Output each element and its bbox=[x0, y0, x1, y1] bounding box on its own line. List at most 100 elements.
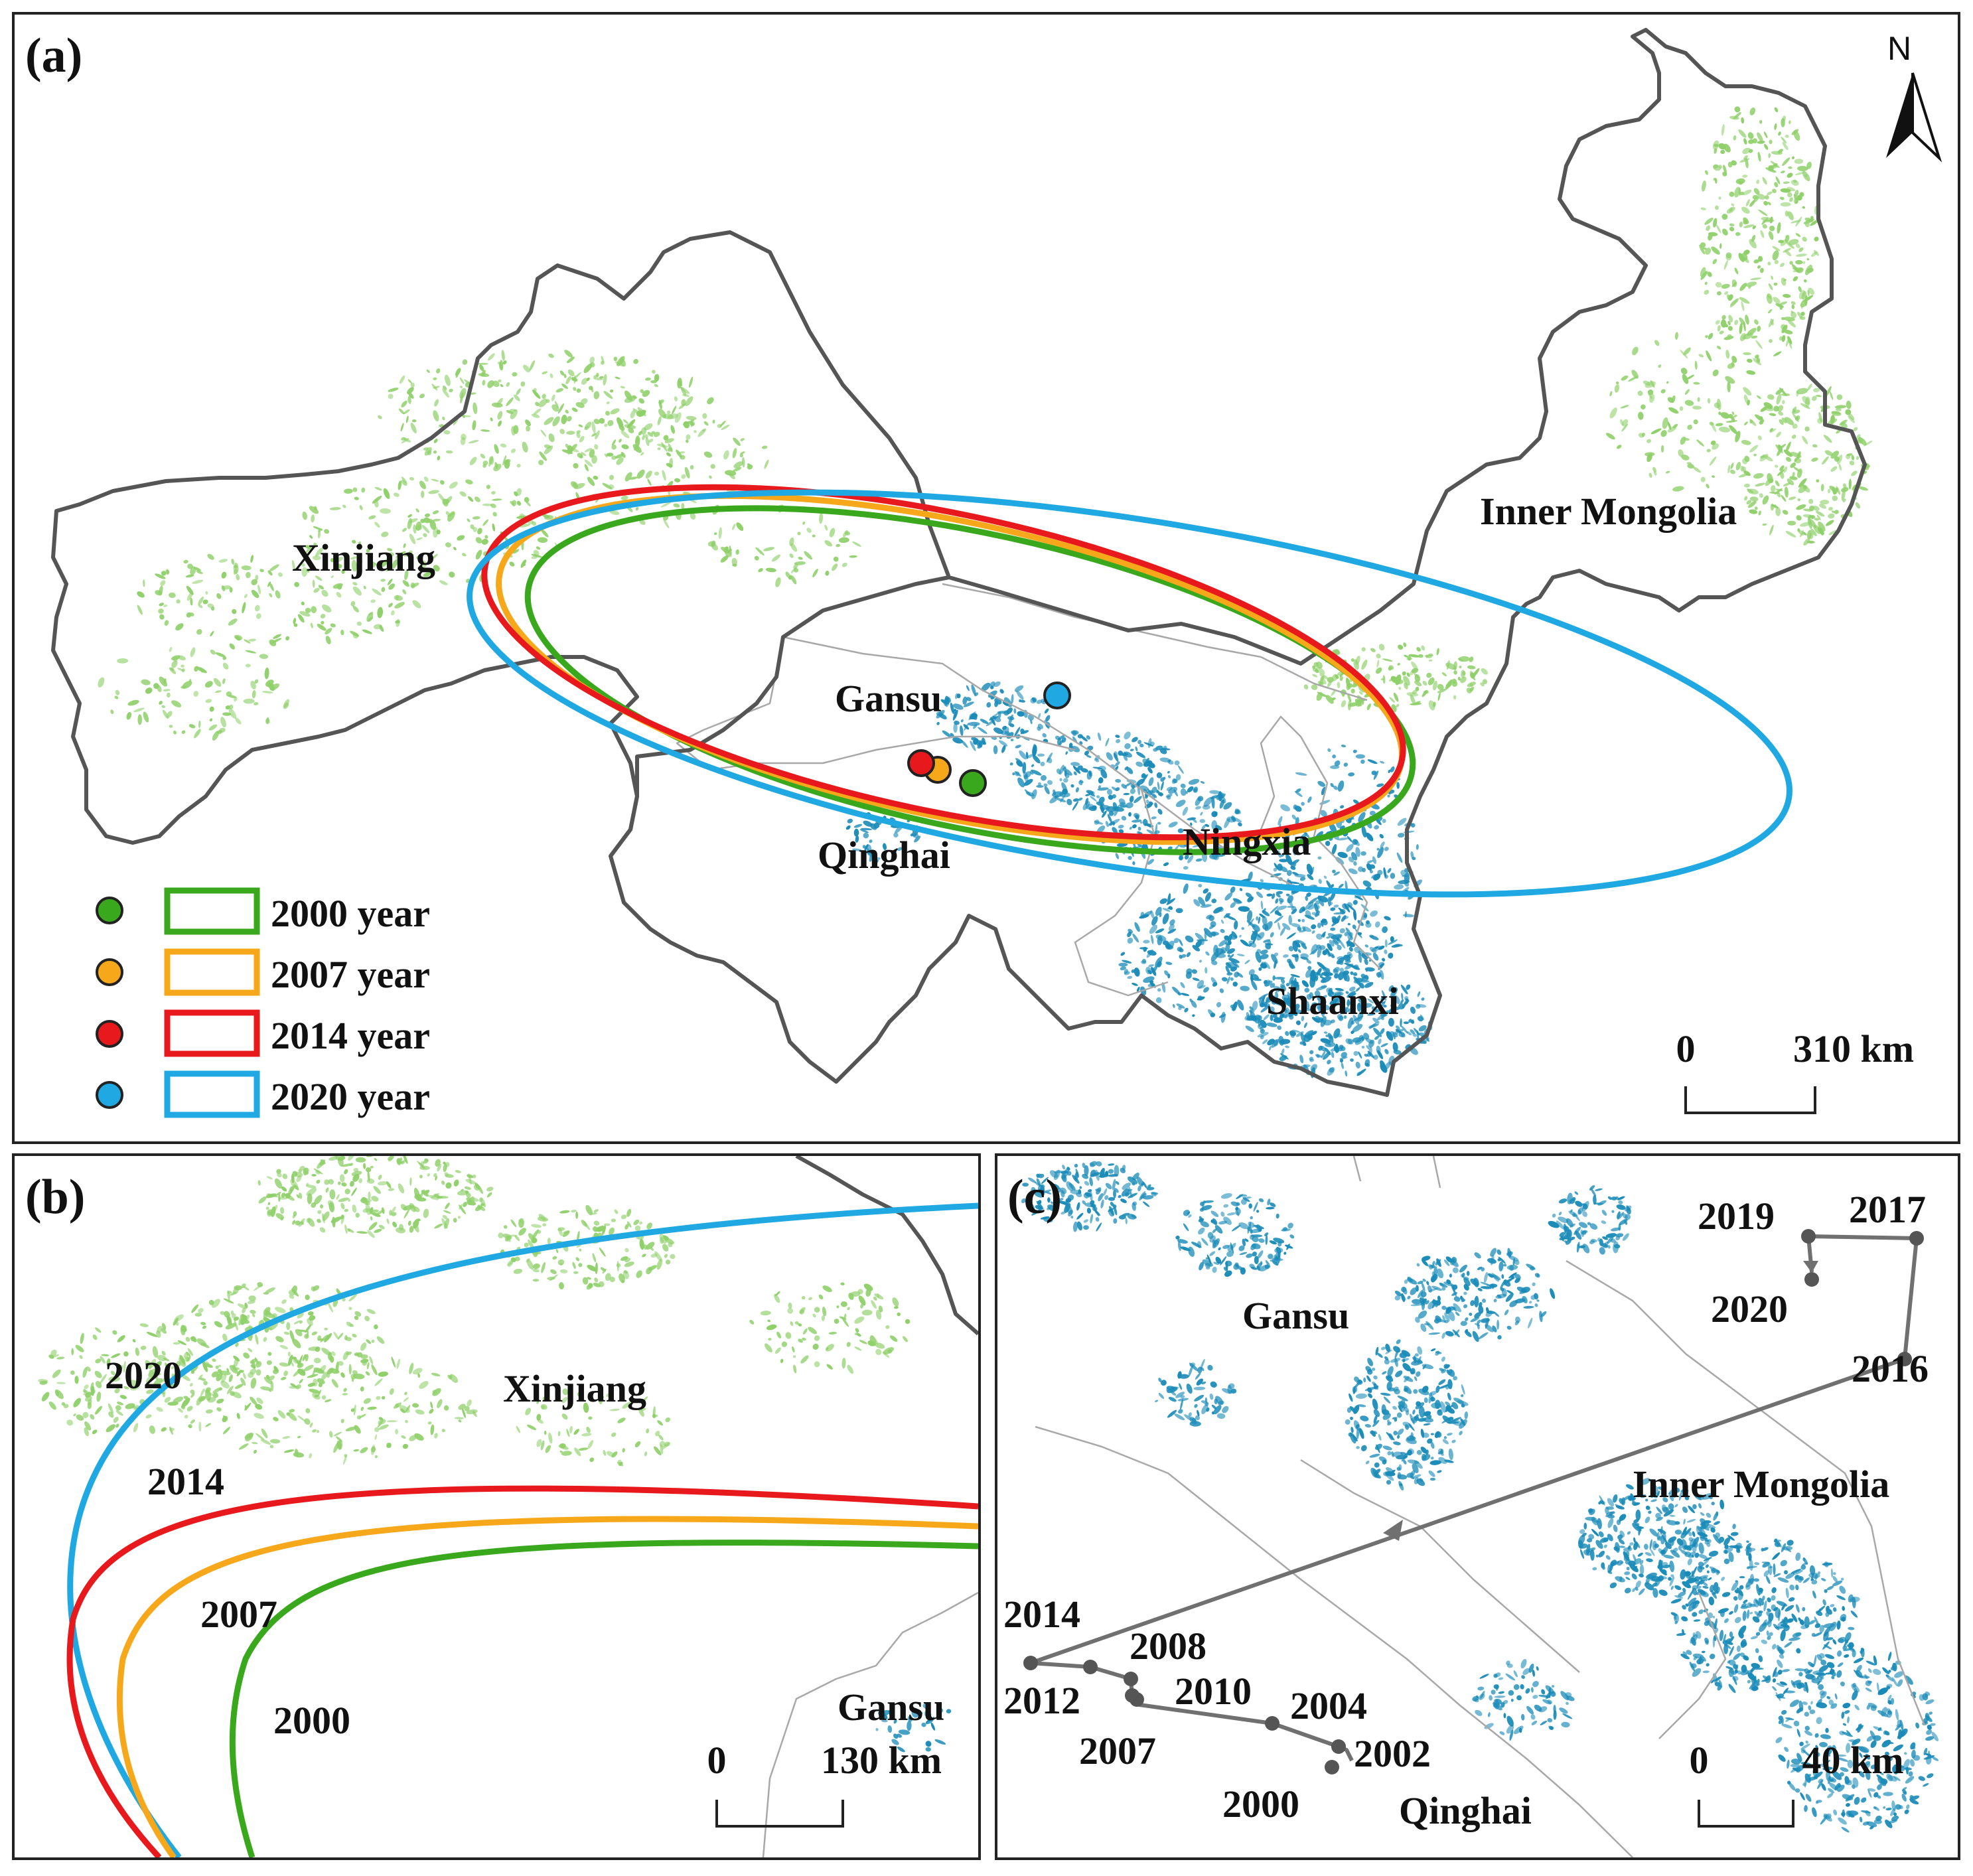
green-patch bbox=[386, 1181, 392, 1189]
green-patch bbox=[877, 1293, 880, 1299]
blue-patch bbox=[1244, 960, 1250, 964]
green-patch bbox=[412, 600, 421, 609]
green-patch bbox=[1777, 469, 1785, 476]
blue-patch bbox=[1123, 755, 1128, 761]
blue-patch bbox=[1023, 778, 1033, 786]
blue-patch bbox=[1349, 946, 1353, 952]
blue-patch bbox=[855, 835, 859, 843]
green-patch bbox=[1725, 376, 1735, 384]
blue-patch bbox=[1276, 1246, 1281, 1254]
blue-patch bbox=[1416, 1003, 1421, 1009]
green-patch bbox=[298, 1329, 308, 1333]
blue-patch bbox=[1320, 810, 1327, 817]
green-patch bbox=[152, 1346, 159, 1358]
green-patch bbox=[311, 514, 315, 523]
blue-patch bbox=[960, 725, 964, 736]
green-patch bbox=[1692, 467, 1702, 473]
green-patch bbox=[644, 1451, 648, 1457]
blue-patch bbox=[863, 832, 869, 839]
green-patch bbox=[1767, 191, 1773, 196]
blue-patch bbox=[1218, 1247, 1221, 1251]
blue-patch bbox=[1291, 954, 1299, 958]
green-patch bbox=[161, 1377, 167, 1383]
blue-patch bbox=[1329, 940, 1335, 947]
green-patch bbox=[771, 554, 781, 562]
blue-patch bbox=[1445, 1405, 1452, 1412]
green-patch bbox=[1794, 159, 1804, 165]
green-patch bbox=[644, 434, 648, 439]
blue-patch bbox=[1114, 806, 1120, 816]
green-patch bbox=[467, 518, 471, 522]
blue-patch bbox=[1378, 1456, 1387, 1463]
blue-patch bbox=[1260, 1029, 1265, 1034]
blue-patch bbox=[1412, 1474, 1422, 1479]
blue-patch bbox=[1316, 904, 1320, 909]
green-patch bbox=[1747, 358, 1753, 363]
green-patch bbox=[1735, 462, 1741, 470]
green-patch bbox=[790, 1321, 794, 1327]
blue-patch bbox=[1435, 1385, 1440, 1394]
green-patch bbox=[595, 1262, 598, 1274]
green-patch bbox=[269, 583, 274, 591]
green-patch bbox=[407, 1220, 411, 1226]
blue-patch bbox=[978, 727, 987, 735]
green-patch bbox=[1775, 465, 1779, 468]
green-patch bbox=[48, 1401, 56, 1410]
blue-patch bbox=[1256, 891, 1264, 899]
green-patch bbox=[275, 590, 281, 599]
blue-patch bbox=[1130, 826, 1132, 830]
green-patch bbox=[1731, 411, 1735, 415]
blue-patch bbox=[914, 835, 921, 843]
blue-patch bbox=[1168, 822, 1178, 828]
green-patch bbox=[1795, 253, 1807, 257]
green-patch bbox=[600, 360, 605, 365]
green-patch bbox=[181, 730, 186, 734]
blue-patch bbox=[1500, 1279, 1506, 1289]
green-patch bbox=[200, 1342, 210, 1348]
blue-patch bbox=[1199, 1262, 1204, 1271]
green-patch bbox=[545, 1396, 549, 1402]
blue-patch bbox=[1072, 801, 1079, 811]
green-patch bbox=[1410, 694, 1416, 705]
green-patch bbox=[697, 428, 707, 437]
blue-patch bbox=[1147, 762, 1155, 768]
blue-patch bbox=[1447, 1433, 1453, 1436]
green-patch bbox=[383, 488, 390, 499]
green-patch bbox=[74, 1376, 79, 1384]
blue-patch bbox=[952, 703, 964, 710]
green-patch bbox=[307, 1374, 319, 1378]
green-patch bbox=[828, 1332, 837, 1335]
blue-patch bbox=[1240, 985, 1250, 991]
green-patch bbox=[498, 420, 502, 427]
blue-patch bbox=[1507, 1248, 1512, 1258]
green-patch bbox=[905, 1319, 911, 1325]
green-patch bbox=[240, 1318, 250, 1324]
green-patch bbox=[892, 1297, 899, 1307]
green-patch bbox=[415, 521, 422, 531]
green-patch bbox=[1781, 494, 1787, 502]
green-patch bbox=[379, 559, 389, 568]
blue-patch bbox=[1474, 1252, 1481, 1259]
green-patch bbox=[647, 478, 652, 486]
green-patch bbox=[606, 401, 610, 405]
green-patch bbox=[173, 1342, 181, 1345]
blue-patch bbox=[1143, 946, 1147, 952]
green-patch bbox=[1804, 264, 1812, 275]
blue-patch bbox=[1249, 1006, 1254, 1011]
green-patch bbox=[368, 1222, 378, 1230]
green-patch bbox=[814, 1307, 820, 1313]
blue-patch bbox=[1073, 1221, 1078, 1232]
green-patch bbox=[256, 613, 261, 619]
blue-patch bbox=[950, 733, 954, 737]
blue-patch bbox=[1371, 946, 1382, 952]
green-patch bbox=[216, 1398, 224, 1404]
green-patch bbox=[1794, 172, 1805, 176]
green-patch bbox=[475, 549, 482, 560]
green-patch bbox=[409, 550, 413, 555]
blue-patch bbox=[1242, 1269, 1246, 1273]
blue-patch bbox=[1347, 922, 1351, 926]
green-patch bbox=[609, 1227, 615, 1236]
green-patch bbox=[299, 1378, 303, 1384]
blue-patch bbox=[847, 818, 853, 824]
green-patch bbox=[254, 605, 260, 612]
